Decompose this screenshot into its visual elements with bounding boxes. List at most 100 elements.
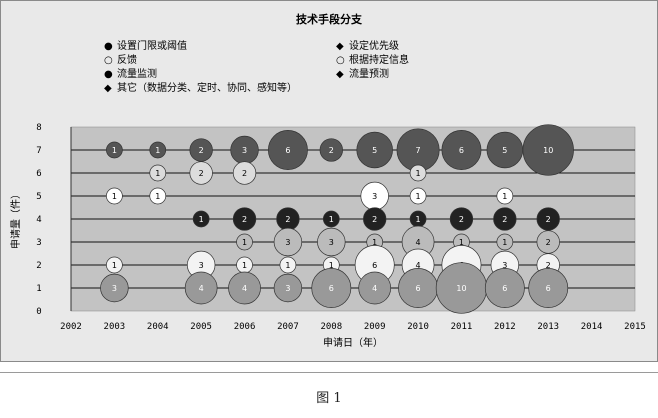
- bubble-value-label: 2: [546, 261, 551, 270]
- bubble-value-label: 2: [199, 169, 204, 178]
- bubble: [273, 273, 303, 303]
- bubble-value-label: 3: [285, 238, 290, 247]
- legend-marker: ○: [336, 55, 345, 66]
- bubble-value-label: 1: [112, 146, 117, 155]
- bubble: [106, 256, 123, 274]
- bubble-value-label: 1: [416, 215, 421, 224]
- bubble-value-label: 3: [242, 146, 247, 155]
- bubble-value-label: 6: [285, 146, 290, 155]
- legend-marker: ○: [104, 55, 113, 66]
- legend: ● 设置门限或阈值 ○ 反馈 ● 流量监测 ◆ 其它（数据分类、定时、协同、感知等） ◆ 设定优先…: [104, 39, 409, 94]
- bubble: [319, 138, 343, 162]
- bubble-value-label: 1: [502, 238, 507, 247]
- bubble: [441, 130, 482, 170]
- bubble-value-label: 1: [112, 192, 117, 201]
- bubble-value-label: 10: [456, 284, 466, 293]
- bubble-value-label: 6: [372, 261, 377, 270]
- bubble: [279, 256, 297, 274]
- legend-marker: ◆: [104, 83, 112, 94]
- x-tick-label: 2012: [494, 322, 516, 332]
- bubble-value-label: 1: [242, 261, 247, 270]
- y-tick-label: 4: [36, 215, 41, 225]
- bubble: [496, 187, 514, 205]
- x-tick-label: 2006: [234, 322, 256, 332]
- legend-label: 流量监测: [117, 67, 157, 80]
- bubble: [449, 207, 474, 231]
- bubble-value-label: 2: [199, 146, 204, 155]
- bubble-value-label: 7: [416, 146, 421, 155]
- bubble-value-label: 2: [329, 146, 334, 155]
- bubble-value-label: 3: [502, 261, 507, 270]
- bubble-value-label: 2: [459, 215, 464, 224]
- bubble: [358, 271, 392, 305]
- bubble-value-label: 1: [199, 215, 204, 224]
- bubble-value-label: 2: [372, 215, 377, 224]
- bubble-value-label: 1: [329, 215, 334, 224]
- y-tick-label: 3: [36, 238, 41, 248]
- chart-frame: 技术手段分支 ● 设置门限或阈值 ○ 反馈 ● 流量监测 ◆ 其它（数据分类、定时、协同、感知…: [0, 0, 658, 362]
- bubble-value-label: 10: [543, 146, 553, 155]
- bubble: [311, 268, 352, 308]
- x-axis-label: 申请日（年）: [323, 336, 383, 349]
- y-tick-label: 6: [36, 169, 41, 179]
- x-tick-label: 2013: [537, 322, 559, 332]
- caption-rule: [0, 372, 658, 373]
- bubble-value-label: 1: [502, 192, 507, 201]
- x-tick-label: 2004: [147, 322, 169, 332]
- chart-title: 技术手段分支: [296, 12, 363, 26]
- legend-marker: ●: [104, 41, 113, 52]
- bubble-value-label: 6: [502, 284, 507, 293]
- legend-label: 反馈: [117, 53, 137, 66]
- bubble: [149, 164, 167, 182]
- bubble-value-label: 1: [416, 169, 421, 178]
- bubble: [149, 187, 167, 205]
- x-tick-label: 2008: [320, 322, 342, 332]
- bubble: [149, 141, 167, 159]
- bubble: [528, 268, 569, 308]
- bubble-value-label: 3: [372, 192, 377, 201]
- x-tick-label: 2005: [190, 322, 212, 332]
- legend-label: 流量预测: [349, 67, 389, 80]
- bubble: [536, 230, 560, 254]
- bubble: [228, 271, 261, 305]
- bubble: [184, 271, 218, 305]
- bubble-value-label: 3: [285, 284, 290, 293]
- bubble: [189, 161, 213, 185]
- bubble-value-label: 1: [372, 238, 377, 247]
- bubble: [356, 131, 393, 169]
- bubble-value-label: 4: [416, 238, 421, 247]
- bubble: [322, 210, 340, 228]
- x-tick-label: 2007: [277, 322, 299, 332]
- bubble-value-label: 2: [546, 215, 551, 224]
- bubble-value-label: 3: [199, 261, 204, 270]
- y-tick-label: 2: [36, 261, 41, 271]
- bubble: [493, 207, 517, 231]
- legend-label: 设定优先级: [349, 39, 399, 52]
- y-tick-label: 0: [36, 307, 41, 317]
- y-tick-label: 8: [36, 123, 41, 133]
- bubble-value-label: 6: [459, 146, 464, 155]
- legend-label: 设置门限或阈值: [117, 39, 187, 52]
- bubble: [106, 187, 123, 205]
- bubble-value-label: 6: [416, 284, 421, 293]
- bubble-value-label: 4: [416, 261, 421, 270]
- y-tick-label: 1: [36, 284, 41, 294]
- bubbles: 1 1 2 3 6 2 5 7 6 5 10 1 2 2 1 1 1 3 1 1 1 2 2 1 2 1 2 2 2 1 3 3 1 4 1 1 2 1 3…: [100, 124, 574, 314]
- bubble: [106, 141, 123, 159]
- x-tick-label: 2014: [581, 322, 603, 332]
- bubble: [236, 233, 253, 251]
- bubble-value-label: 1: [112, 261, 117, 270]
- bubble: [273, 227, 303, 257]
- bubble-value-label: 1: [329, 261, 334, 270]
- x-axis-ticks: 2002 2003 2004 2005 2006 2007 2008 2009 2010 2011…: [60, 322, 646, 332]
- bubble: [189, 138, 213, 162]
- bubble-chart: 技术手段分支 ● 设置门限或阈值 ○ 反馈 ● 流量监测 ◆ 其它（数据分类、定时、协同、感知…: [9, 12, 646, 349]
- figure-caption: 图 1: [316, 391, 342, 406]
- bubble-value-label: 1: [155, 146, 160, 155]
- bubble-value-label: 3: [329, 238, 334, 247]
- y-axis-ticks: 0 1 2 3 4 5 6 7 8: [36, 123, 41, 317]
- bubble-value-label: 2: [242, 215, 247, 224]
- x-tick-label: 2003: [104, 322, 126, 332]
- bubble: [100, 273, 129, 303]
- bubble: [363, 207, 387, 231]
